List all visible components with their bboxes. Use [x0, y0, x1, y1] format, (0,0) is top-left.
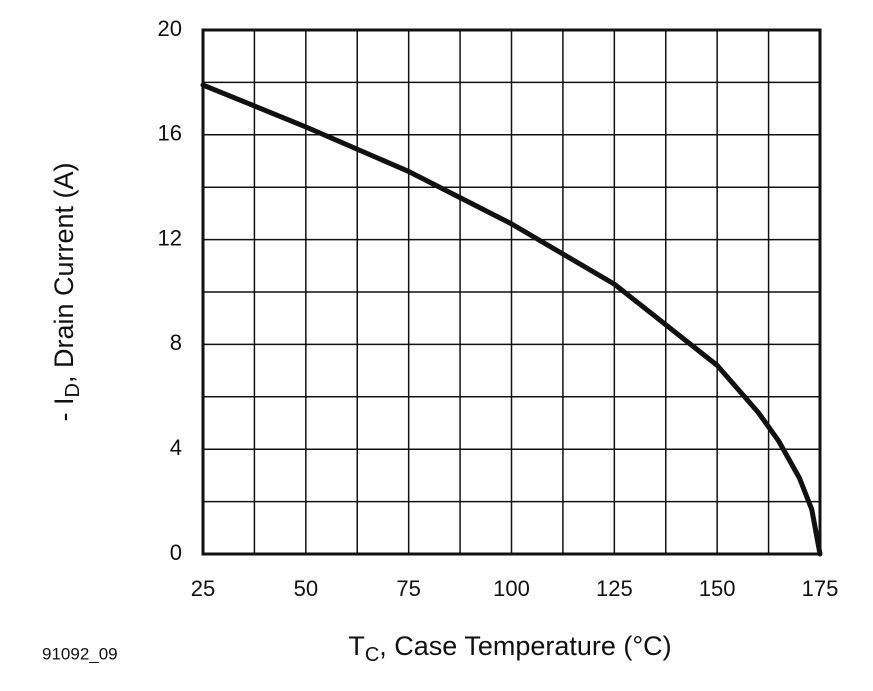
y-tick-label: 16: [158, 121, 182, 146]
y-tick-label: 12: [158, 225, 182, 250]
x-tick-label: 50: [294, 576, 318, 601]
x-label-rest: , Case Temperature (°C): [379, 631, 671, 661]
plot-frame: [201, 28, 822, 556]
y-tick-label: 0: [170, 540, 182, 565]
y-label-main: - I: [49, 398, 79, 422]
x-tick-label: 175: [802, 576, 839, 601]
y-tick-label: 8: [170, 330, 182, 355]
data-line: [200, 82, 823, 557]
y-tick-label: 20: [158, 16, 182, 41]
y-axis-label: - ID, Drain Current (A): [49, 162, 84, 421]
y-tick-label: 4: [170, 435, 182, 460]
x-label-sub: C: [365, 644, 379, 666]
y-label-rest: , Drain Current (A): [49, 162, 79, 383]
x-tick-label: 25: [191, 576, 215, 601]
x-axis-label: TC, Case Temperature (°C): [348, 631, 671, 666]
x-tick-label: 75: [396, 576, 420, 601]
x-tick-label: 100: [493, 576, 530, 601]
x-tick-label: 125: [596, 576, 633, 601]
y-label-sub: D: [62, 383, 84, 397]
x-label-main: T: [348, 631, 365, 661]
x-tick-label: 150: [699, 576, 736, 601]
figure-id: 91092_09: [42, 644, 118, 663]
